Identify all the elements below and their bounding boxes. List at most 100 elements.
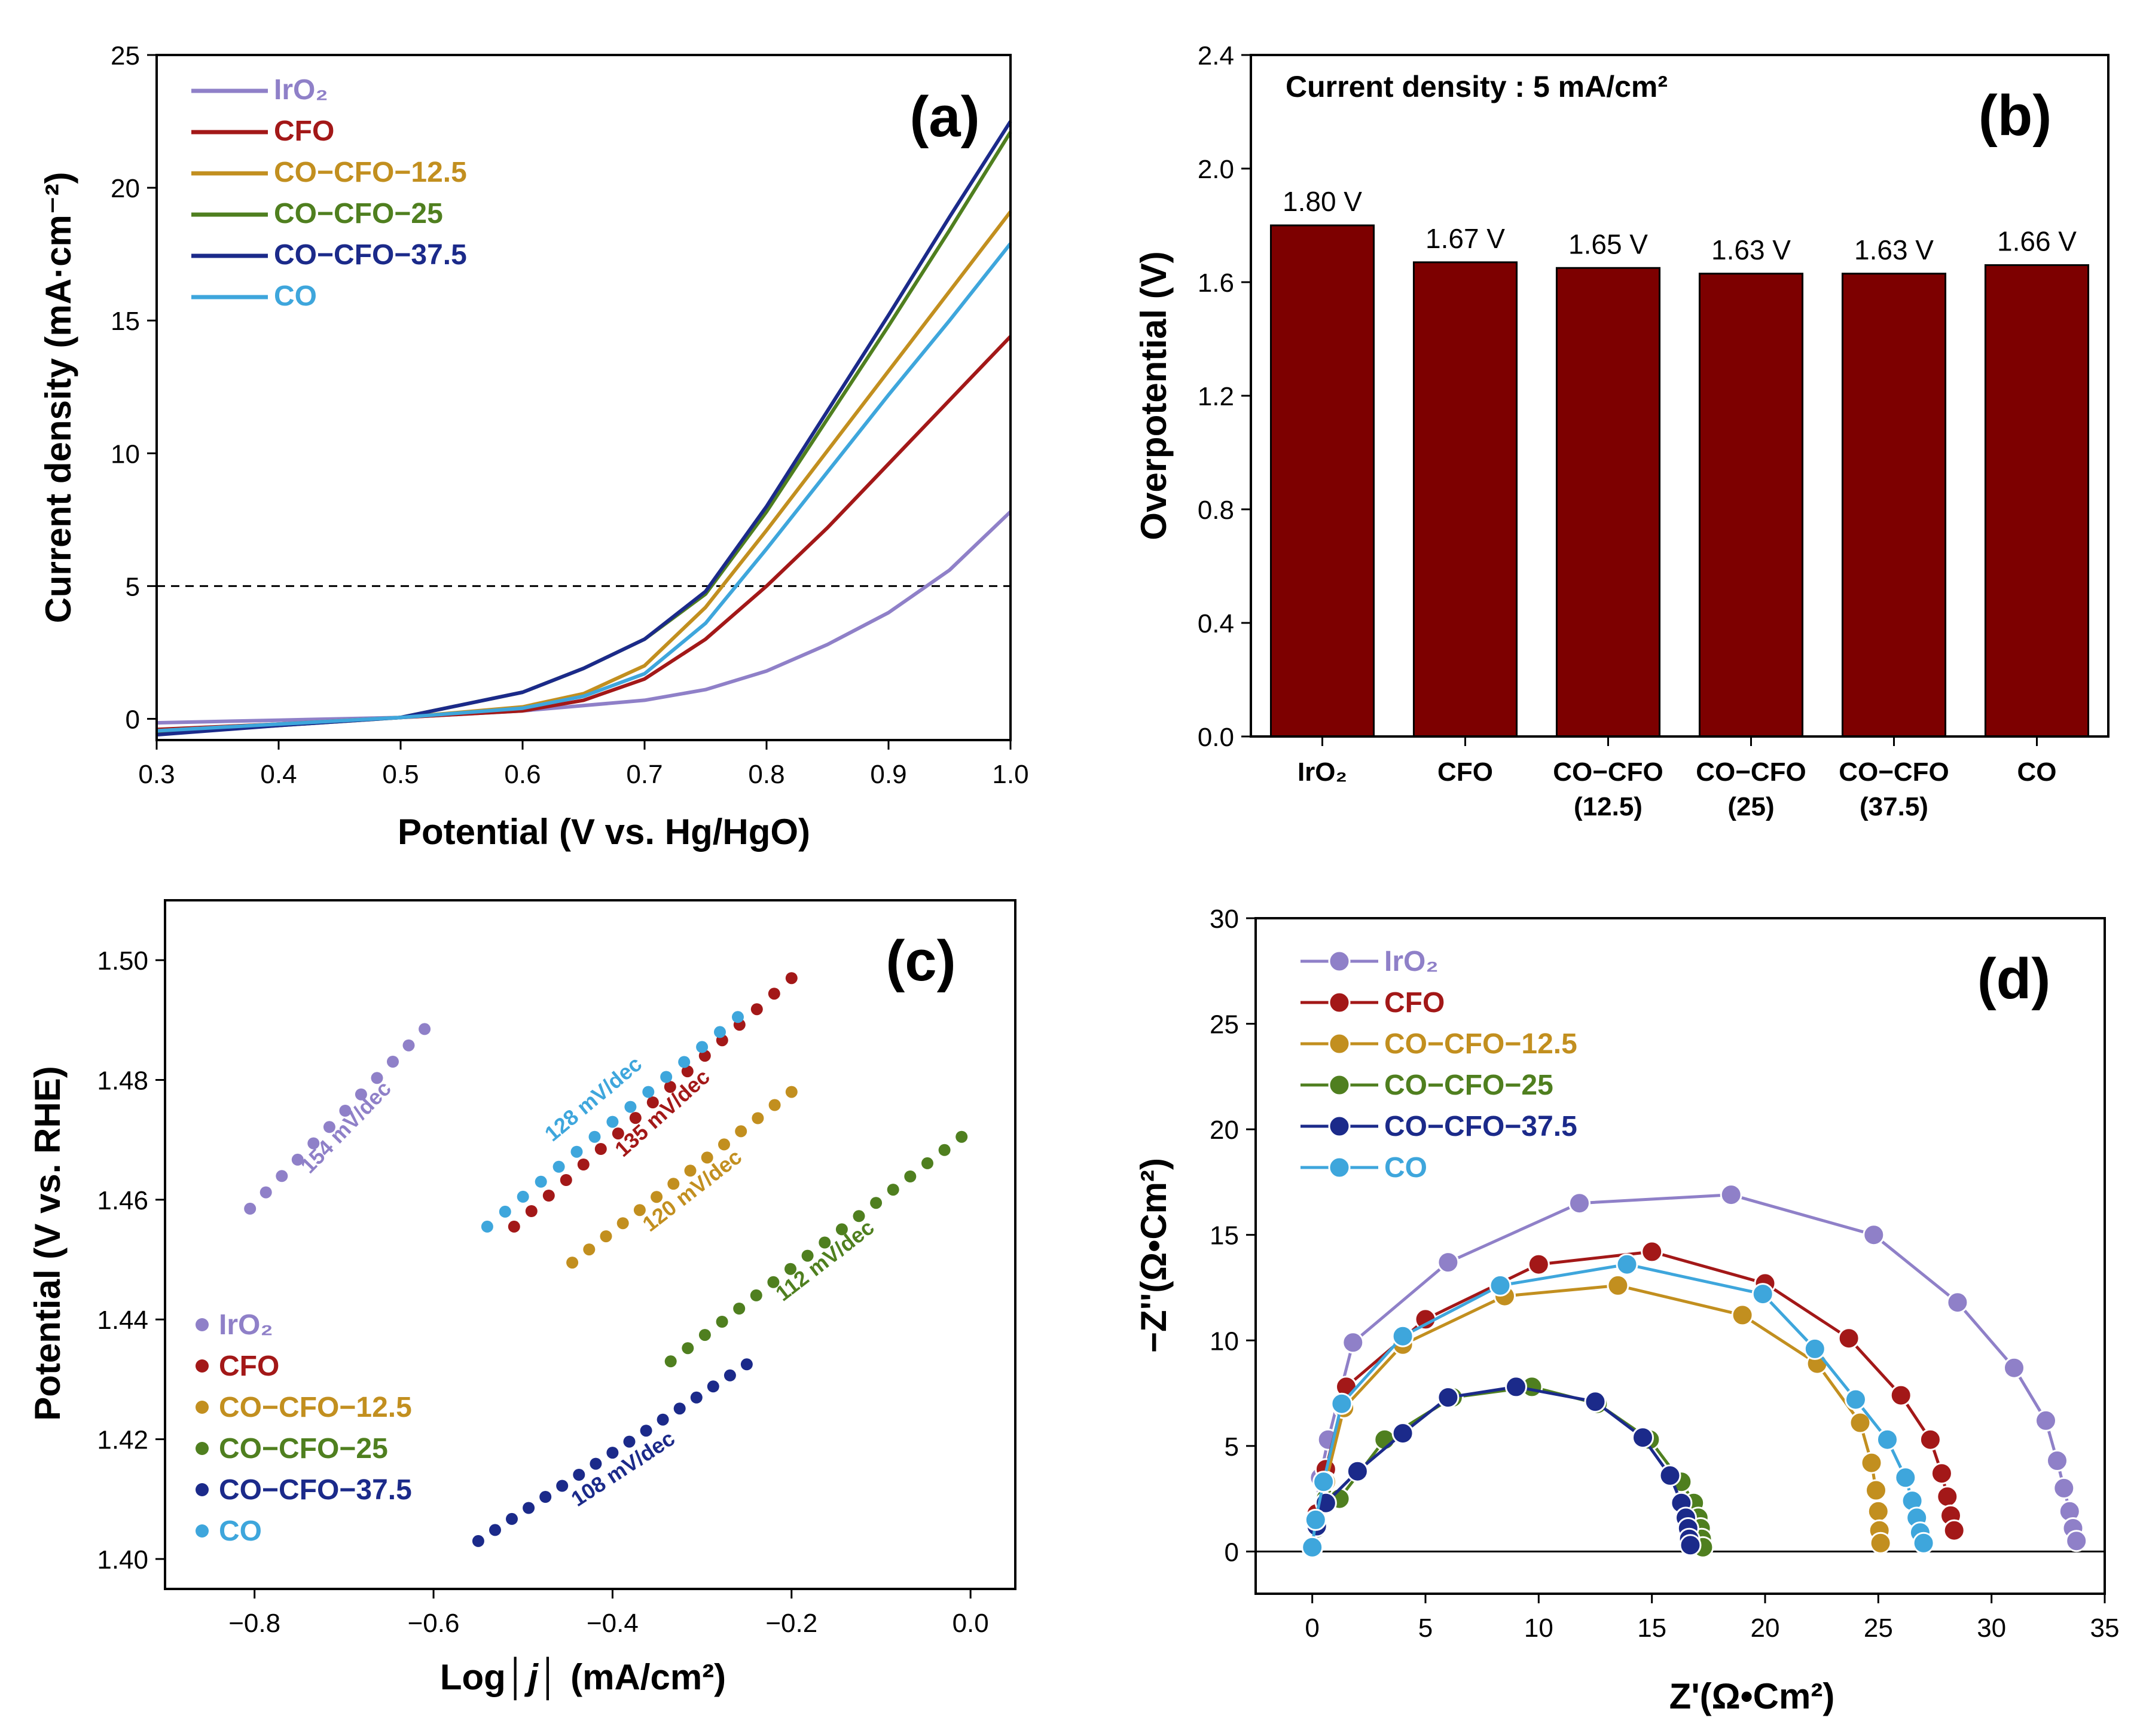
data-point <box>681 1065 694 1078</box>
legend-label: IrO₂ <box>1384 946 1439 977</box>
slope-label: 112 mV/dec <box>771 1215 878 1306</box>
y-tick-label: 25 <box>111 41 140 71</box>
data-point <box>624 1101 637 1113</box>
data-point <box>244 1202 257 1215</box>
data-point <box>1876 1428 1898 1451</box>
data-point <box>506 1512 518 1525</box>
data-point <box>733 1303 746 1315</box>
data-point <box>566 1257 579 1269</box>
data-point <box>732 1011 744 1023</box>
legend-label: CFO <box>1384 987 1445 1019</box>
bar-value-label: 1.63 V <box>1711 234 1791 265</box>
legend-swatch <box>1328 991 1351 1014</box>
data-point <box>723 1369 736 1382</box>
y-tick-label: 10 <box>111 439 140 469</box>
series-line <box>156 335 1012 732</box>
panel-c-xlabel: Log│j│ (mA/cm²) <box>440 1656 726 1701</box>
data-point <box>387 1056 399 1068</box>
data-point <box>535 1175 547 1188</box>
data-point <box>819 1236 831 1249</box>
x-tick-label: 0.3 <box>138 760 175 789</box>
data-point <box>583 1243 596 1256</box>
data-point <box>1346 1460 1369 1483</box>
data-point <box>682 1342 694 1355</box>
data-point <box>323 1121 335 1133</box>
data-point <box>481 1220 493 1233</box>
data-point <box>616 1217 629 1230</box>
panel-b-bars: 1.80 V 1.67 V 1.65 V 1.63 V 1.63 V 1.66 V <box>1269 186 2090 738</box>
data-point <box>646 1096 659 1109</box>
data-point <box>525 1205 538 1217</box>
x-tick-label: 0.4 <box>260 760 297 789</box>
bar-value-label: 1.80 V <box>1283 186 1362 217</box>
category-label: CFO <box>1437 757 1493 787</box>
data-point <box>887 1184 899 1196</box>
data-point <box>1849 1411 1872 1434</box>
legend-label: CO <box>219 1515 262 1547</box>
data-point <box>590 1457 602 1470</box>
legend-swatch <box>196 1483 209 1496</box>
slope-label: 154 mV/dec <box>295 1076 396 1178</box>
data-point <box>1584 1390 1607 1413</box>
y-tick-label: 1.46 <box>97 1186 148 1215</box>
panel-b-ticks: IrO₂ CFO CO−CFO (12.5) CO−CFO (25) CO−CFO (37.5… <box>1198 41 2057 821</box>
panel-d-series <box>1301 1184 2088 1558</box>
data-point <box>573 1469 585 1481</box>
data-point <box>1912 1532 1935 1554</box>
bar-value-label: 1.66 V <box>1997 226 2077 257</box>
legend-label: CO−CFO−25 <box>1384 1069 1553 1101</box>
data-point <box>612 1127 624 1140</box>
series-line <box>1311 1385 1705 1548</box>
series-line <box>156 510 1012 725</box>
data-point <box>276 1170 288 1182</box>
data-point <box>1869 1532 1892 1554</box>
data-point <box>600 1230 612 1243</box>
x-tick-label: 0.7 <box>626 760 663 789</box>
bar <box>1984 264 2090 738</box>
y-tick-label: 15 <box>111 307 140 336</box>
data-point <box>1845 1388 1867 1411</box>
legend-swatch <box>1328 950 1351 973</box>
series-line <box>156 242 1012 733</box>
data-point <box>472 1535 484 1547</box>
data-point <box>1391 1422 1414 1445</box>
x-tick-label: 15 <box>1637 1613 1666 1643</box>
legend-swatch <box>196 1401 209 1414</box>
data-point <box>750 1289 762 1301</box>
y-tick-label: 0.0 <box>1198 723 1234 752</box>
data-point <box>785 972 798 985</box>
x-tick-label: 10 <box>1524 1613 1553 1643</box>
bar <box>1269 224 1375 738</box>
panel-a-legend: IrO₂ CFO CO−CFO−12.5 CO−CFO−25 CO−CFO−37.5 CO <box>191 74 467 312</box>
legend-swatch <box>1328 1156 1351 1179</box>
data-point <box>698 1329 711 1341</box>
data-point <box>489 1524 501 1536</box>
panel-a-xlabel: Potential (V vs. Hg/HgO) <box>398 812 810 852</box>
bar <box>1412 261 1518 738</box>
data-point <box>921 1157 933 1169</box>
legend-swatch <box>1328 1032 1351 1055</box>
data-point <box>835 1223 848 1236</box>
data-point <box>1659 1464 1681 1487</box>
category-label: CO−CFO <box>1553 757 1663 787</box>
data-point <box>651 1191 663 1203</box>
legend-label: CFO <box>219 1350 279 1382</box>
data-point <box>606 1447 619 1459</box>
x-tick-label: −0.2 <box>765 1609 817 1638</box>
panel-c-ylabel: Potential (V vs. RHE) <box>28 1066 68 1420</box>
legend-label: CO <box>274 280 317 312</box>
data-point <box>1437 1386 1460 1409</box>
category-label: IrO₂ <box>1298 757 1347 787</box>
category-label: CO−CFO <box>1839 757 1949 787</box>
data-point <box>588 1130 601 1143</box>
data-point <box>1930 1462 1953 1485</box>
x-tick-label: 30 <box>1977 1613 2006 1643</box>
x-tick-label: 1.0 <box>992 760 1028 789</box>
data-point <box>1803 1337 1826 1360</box>
data-point <box>801 1249 814 1262</box>
data-point <box>499 1205 511 1218</box>
data-point <box>785 1086 798 1098</box>
y-tick-label: 1.50 <box>97 946 148 976</box>
